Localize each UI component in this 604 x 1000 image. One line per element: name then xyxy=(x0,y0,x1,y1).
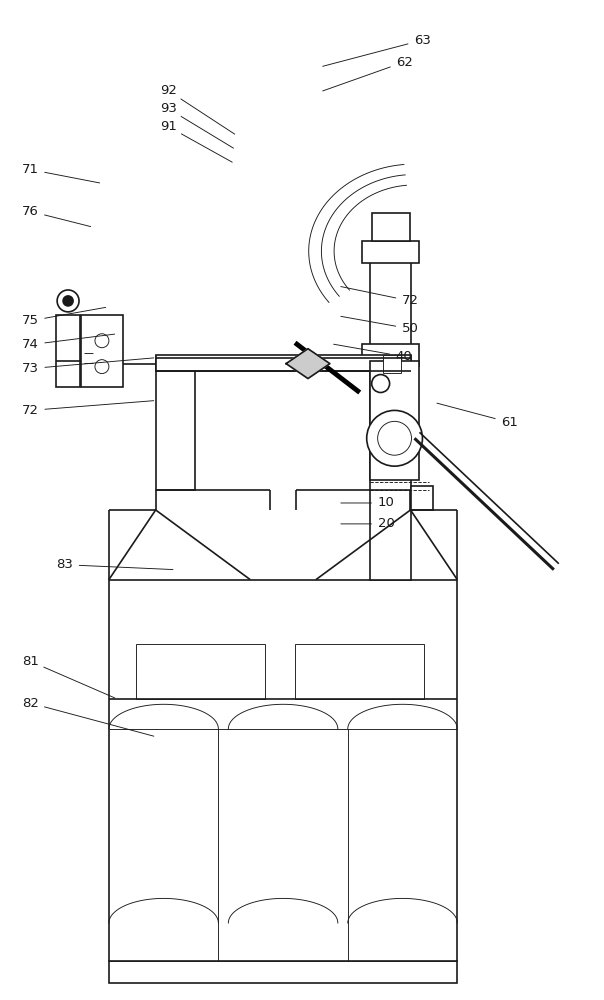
Circle shape xyxy=(95,334,109,348)
Bar xyxy=(295,644,425,699)
Circle shape xyxy=(333,357,347,371)
Bar xyxy=(81,315,123,387)
Text: 50: 50 xyxy=(402,322,419,335)
Text: 20: 20 xyxy=(378,517,394,530)
Bar xyxy=(109,580,457,961)
Text: 81: 81 xyxy=(22,655,39,668)
Circle shape xyxy=(57,290,79,312)
Bar xyxy=(382,355,400,373)
Bar xyxy=(371,213,410,241)
Text: 83: 83 xyxy=(56,558,73,571)
Circle shape xyxy=(95,360,109,374)
Bar xyxy=(362,241,419,263)
Text: 76: 76 xyxy=(22,205,39,218)
Text: 75: 75 xyxy=(22,314,39,327)
Bar xyxy=(156,361,196,490)
Circle shape xyxy=(371,375,390,392)
Text: 82: 82 xyxy=(22,697,39,710)
Text: 72: 72 xyxy=(22,404,39,417)
Text: 74: 74 xyxy=(22,338,39,351)
Bar xyxy=(362,344,419,366)
Text: 61: 61 xyxy=(501,416,518,429)
Circle shape xyxy=(367,410,422,466)
Text: 92: 92 xyxy=(160,84,177,97)
Circle shape xyxy=(378,421,411,455)
Circle shape xyxy=(253,357,267,371)
Text: 63: 63 xyxy=(414,34,431,47)
Text: 93: 93 xyxy=(160,102,177,115)
Text: 40: 40 xyxy=(396,350,413,363)
Polygon shape xyxy=(286,349,330,379)
Text: 72: 72 xyxy=(402,294,419,307)
Bar xyxy=(370,361,419,480)
Text: 62: 62 xyxy=(396,56,413,69)
Text: 73: 73 xyxy=(22,362,39,375)
Bar xyxy=(56,315,80,387)
Bar xyxy=(156,356,411,371)
Bar xyxy=(136,644,265,699)
Bar xyxy=(109,961,457,983)
Text: 91: 91 xyxy=(160,120,177,133)
Bar xyxy=(411,486,434,510)
Bar xyxy=(370,261,411,580)
Circle shape xyxy=(63,296,73,306)
Text: 71: 71 xyxy=(22,163,39,176)
Bar xyxy=(156,355,411,371)
Text: 10: 10 xyxy=(378,496,394,509)
